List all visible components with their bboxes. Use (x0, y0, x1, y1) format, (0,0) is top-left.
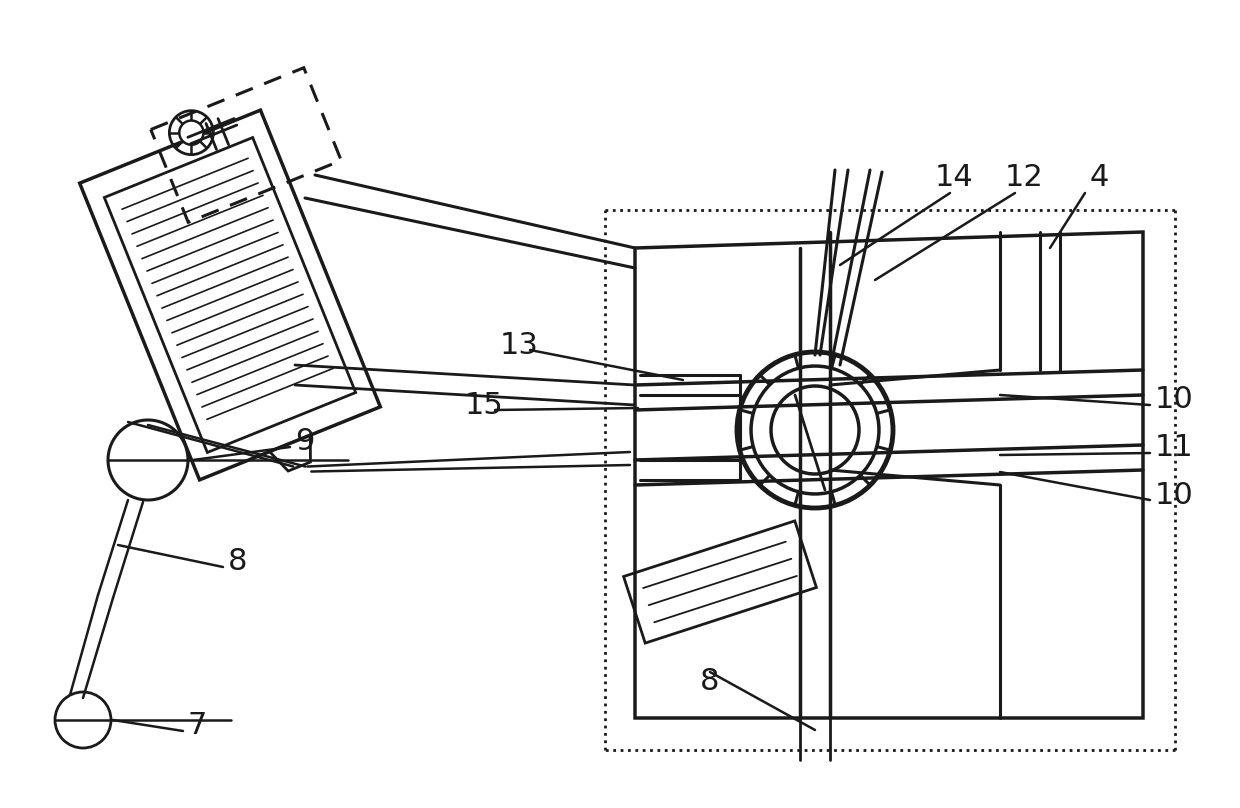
Text: 8: 8 (228, 548, 248, 576)
Text: 4: 4 (1090, 163, 1110, 192)
Text: 11: 11 (1154, 434, 1194, 462)
Circle shape (55, 692, 112, 748)
Circle shape (108, 420, 188, 500)
Circle shape (180, 120, 203, 145)
Circle shape (771, 386, 859, 474)
Text: 9: 9 (295, 427, 315, 457)
Text: 14: 14 (935, 163, 973, 192)
Text: 13: 13 (500, 330, 539, 360)
Text: 10: 10 (1154, 481, 1194, 510)
Text: 8: 8 (701, 667, 719, 696)
Text: 12: 12 (1004, 163, 1044, 192)
Text: 10: 10 (1154, 385, 1194, 415)
Text: 15: 15 (465, 390, 503, 419)
Text: 7: 7 (188, 712, 207, 740)
